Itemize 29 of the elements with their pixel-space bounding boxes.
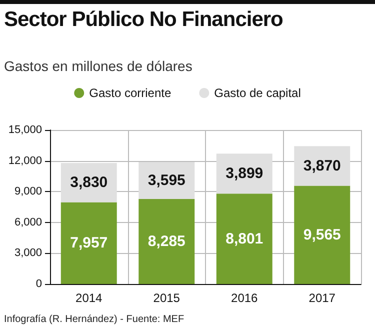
data-label: 7,957 [70,234,108,252]
bar [216,194,272,284]
data-label: 3,595 [148,172,186,189]
y-tick-label: 0 [36,278,42,290]
x-tick-label: 2017 [308,291,336,305]
y-tick-label: 3,000 [14,247,42,260]
bar [294,146,350,186]
text: Infografía (R. Hernández) - Fuente: MEF [4,314,184,325]
y-tick-label: 9,000 [14,186,42,198]
data-label: 8,801 [226,230,264,248]
data-label: 3,899 [226,165,264,182]
y-tick-label: 12,000 [8,154,42,167]
bar [60,162,117,202]
x-tick-label: 2014 [76,291,103,305]
bar [138,198,195,284]
data-label: 3,830 [70,174,108,192]
y-tick-label: 6,000 [14,216,42,228]
data-label: 8,285 [148,232,186,250]
chart-title: Sector Público No Financiero [4,8,283,32]
bar [294,186,350,284]
data-label: 3,870 [303,157,341,174]
x-tick-label: 2015 [153,291,180,305]
legend-label: Gasto corriente [89,86,172,100]
legend-label: Gasto de capital [214,86,301,100]
y-tick-label: 15,000 [8,124,42,136]
chart-subtitle: Gastos en millones de dólares [4,58,192,74]
data-label: 9,565 [303,226,341,244]
bar [60,202,117,284]
x-tick-label: 2016 [231,291,258,305]
